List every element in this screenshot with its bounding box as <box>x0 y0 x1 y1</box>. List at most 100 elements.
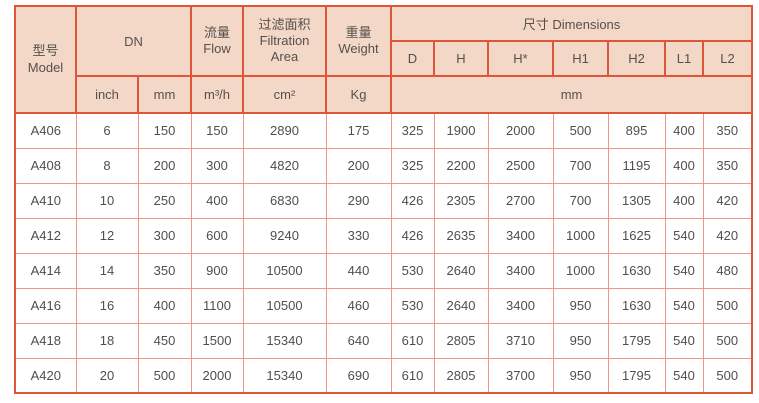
spec-cell: 2635 <box>433 217 489 254</box>
spec-cell: 500 <box>702 287 753 324</box>
spec-cell: 640 <box>325 322 392 359</box>
table-row: A412 12 300 600 9240 330 426 2635 3400 1… <box>14 217 753 254</box>
spec-cell: 400 <box>137 287 192 324</box>
spec-cell: 300 <box>190 147 244 184</box>
spec-cell: 3700 <box>487 357 554 394</box>
spec-cell: 9240 <box>242 217 327 254</box>
spec-cell: 480 <box>702 252 753 289</box>
spec-cell: 420 <box>702 182 753 219</box>
spec-cell: 500 <box>702 357 753 394</box>
header-model-en: Model <box>27 59 64 75</box>
spec-cell: 1000 <box>552 217 609 254</box>
spec-cell: 950 <box>552 287 609 324</box>
spec-cell: 2805 <box>433 357 489 394</box>
spec-cell: 610 <box>390 357 435 394</box>
spec-cell: 1305 <box>607 182 666 219</box>
model-cell: A420 <box>14 357 77 394</box>
spec-cell: 400 <box>190 182 244 219</box>
header-weight: 重量 Weight <box>325 5 392 77</box>
table-row: A420 20 500 2000 15340 690 610 2805 3700… <box>14 357 753 394</box>
spec-cell: 250 <box>137 182 192 219</box>
spec-cell: 20 <box>75 357 139 394</box>
spec-cell: 1630 <box>607 252 666 289</box>
spec-cell: 350 <box>702 147 753 184</box>
spec-table-container: 型号 Model DN 流量 Flow 过滤面积 Filtration Area… <box>14 5 754 394</box>
table-row: A418 18 450 1500 15340 640 610 2805 3710… <box>14 322 753 359</box>
header-weight-en: Weight <box>338 41 379 56</box>
spec-cell: 3400 <box>487 217 554 254</box>
spec-cell: 400 <box>664 112 704 149</box>
spec-cell: 2305 <box>433 182 489 219</box>
header-unit-mm: mm <box>137 75 192 114</box>
spec-cell: 15340 <box>242 357 327 394</box>
spec-cell: 700 <box>552 182 609 219</box>
spec-cell: 460 <box>325 287 392 324</box>
header-dn: DN <box>75 5 192 77</box>
spec-cell: 540 <box>664 287 704 324</box>
spec-cell: 300 <box>137 217 192 254</box>
spec-cell: 200 <box>137 147 192 184</box>
spec-cell: 1900 <box>433 112 489 149</box>
model-cell: A406 <box>14 112 77 149</box>
spec-cell: 950 <box>552 322 609 359</box>
spec-cell: 2000 <box>487 112 554 149</box>
header-filtration-en: Filtration Area <box>259 32 310 65</box>
spec-cell: 950 <box>552 357 609 394</box>
spec-cell: 426 <box>390 182 435 219</box>
spec-cell: 700 <box>552 147 609 184</box>
spec-cell: 18 <box>75 322 139 359</box>
spec-cell: 2805 <box>433 322 489 359</box>
spec-cell: 175 <box>325 112 392 149</box>
spec-cell: 3400 <box>487 252 554 289</box>
spec-cell: 530 <box>390 252 435 289</box>
spec-cell: 540 <box>664 357 704 394</box>
header-model: 型号 Model <box>14 5 77 114</box>
spec-cell: 530 <box>390 287 435 324</box>
table-row: A406 6 150 150 2890 175 325 1900 2000 50… <box>14 112 753 149</box>
spec-cell: 6 <box>75 112 139 149</box>
spec-cell: 1795 <box>607 357 666 394</box>
spec-cell: 2890 <box>242 112 327 149</box>
spec-cell: 2000 <box>190 357 244 394</box>
spec-cell: 10500 <box>242 252 327 289</box>
spec-cell: 2700 <box>487 182 554 219</box>
spec-cell: 325 <box>390 112 435 149</box>
spec-cell: 895 <box>607 112 666 149</box>
spec-cell: 1795 <box>607 322 666 359</box>
model-cell: A410 <box>14 182 77 219</box>
spec-cell: 540 <box>664 322 704 359</box>
spec-cell: 540 <box>664 217 704 254</box>
spec-cell: 10 <box>75 182 139 219</box>
spec-cell: 2500 <box>487 147 554 184</box>
spec-cell: 290 <box>325 182 392 219</box>
spec-cell: 2640 <box>433 287 489 324</box>
spec-cell: 610 <box>390 322 435 359</box>
header-filtration-zh: 过滤面积 <box>258 16 311 32</box>
spec-cell: 600 <box>190 217 244 254</box>
spec-cell: 325 <box>390 147 435 184</box>
model-cell: A412 <box>14 217 77 254</box>
header-dim-l2: L2 <box>701 40 754 77</box>
table-row: A410 10 250 400 6830 290 426 2305 2700 7… <box>14 182 753 219</box>
spec-cell: 150 <box>190 112 244 149</box>
spec-cell: 440 <box>325 252 392 289</box>
spec-cell: 1500 <box>190 322 244 359</box>
spec-cell: 540 <box>664 252 704 289</box>
header-dimensions: 尺寸 Dimensions <box>389 5 754 42</box>
header-unit-area: cm² <box>242 75 327 114</box>
model-cell: A408 <box>14 147 77 184</box>
spec-cell: 400 <box>664 147 704 184</box>
spec-table: 型号 Model DN 流量 Flow 过滤面积 Filtration Area… <box>14 5 754 394</box>
spec-cell: 3400 <box>487 287 554 324</box>
spec-cell: 330 <box>325 217 392 254</box>
header-dim-h2: H2 <box>607 40 666 77</box>
header-unit-dimensions: mm <box>389 75 754 114</box>
spec-cell: 200 <box>325 147 392 184</box>
header-flow-en: Flow <box>203 41 231 56</box>
spec-cell: 2640 <box>433 252 489 289</box>
spec-cell: 500 <box>702 322 753 359</box>
model-cell: A416 <box>14 287 77 324</box>
spec-cell: 1100 <box>190 287 244 324</box>
spec-cell: 8 <box>75 147 139 184</box>
spec-cell: 1625 <box>607 217 666 254</box>
